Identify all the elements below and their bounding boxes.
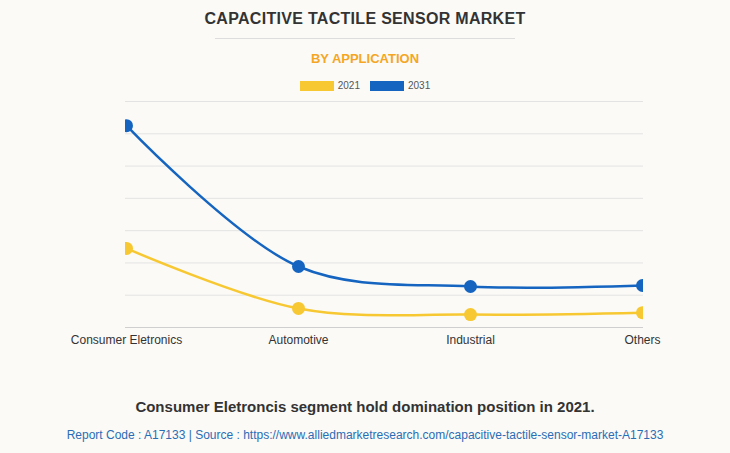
html-text:CAPACITIVE TACTILE SENSOR MARK: CAPACITIVE TACTILE SENSOR MARKET <box>204 10 526 27</box>
html-text:BY APPLICATION: BY APPLICATION <box>310 51 419 66</box>
html-text:2031: 2031 <box>408 80 431 91</box>
svg-text:Industrial: Industrial <box>446 333 495 347</box>
html-text:2021: 2021 <box>337 80 360 91</box>
svg-text:Others: Others <box>624 333 660 347</box>
svg-text:Automotive: Automotive <box>268 333 328 347</box>
html-text:Report Code : A17133 | Source: Report Code : A17133 | Source : https://… <box>66 428 664 442</box>
html-text:Consumer Eletroncis segment ho: Consumer Eletroncis segment hold dominat… <box>135 398 595 415</box>
svg-text:Consumer Eletronics: Consumer Eletronics <box>71 333 182 347</box>
